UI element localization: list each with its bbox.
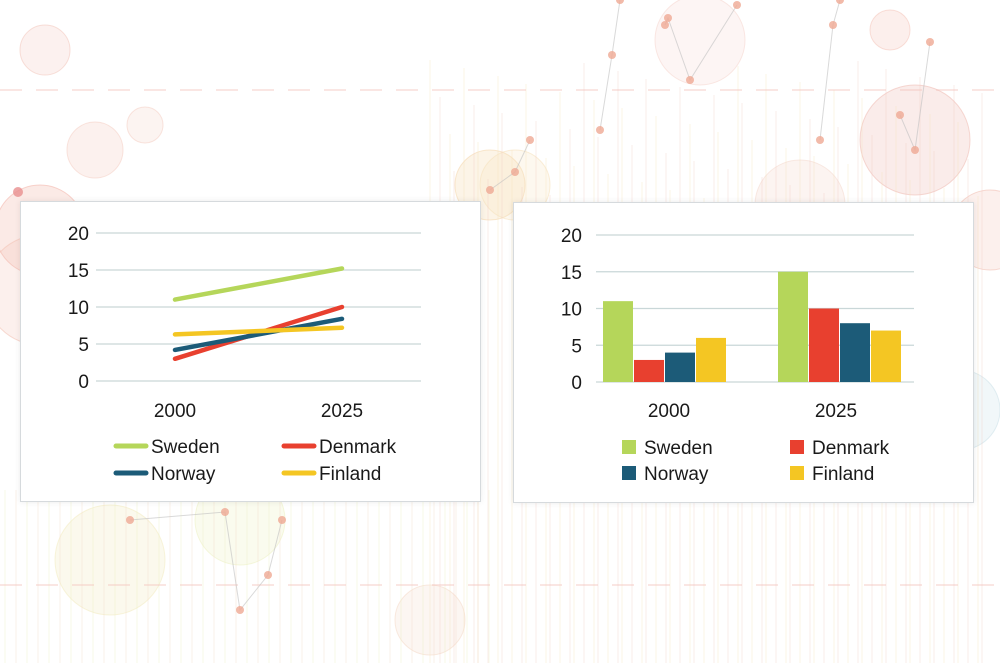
y-tick-label: 10 <box>68 298 89 319</box>
series-line-norway <box>172 316 345 353</box>
legend-label-norway: Norway <box>151 464 216 485</box>
background-network-line <box>819 0 841 141</box>
background-node <box>836 0 844 4</box>
background-node <box>511 168 519 176</box>
y-tick-label: 20 <box>561 226 582 247</box>
background-node <box>126 516 134 524</box>
bar-sweden-2000 <box>603 301 633 382</box>
legend-label-sweden: Sweden <box>151 437 220 458</box>
background-node <box>733 1 741 9</box>
legend-swatch-norway <box>622 466 636 480</box>
bar-sweden-2025 <box>778 271 808 382</box>
bar-chart-panel: 0 5 10 15 20 2000 2025 Sweden Denmark Norway Finla… <box>513 202 974 503</box>
background-bubble <box>66 121 124 179</box>
line-chart-panel: 0 5 10 15 20 2000 2025 Sweden Denmark Norway Finla… <box>20 201 481 502</box>
legend-label-denmark: Denmark <box>319 437 397 458</box>
background-bubble <box>126 106 164 144</box>
background-node <box>13 187 23 197</box>
x-tick-label: 2000 <box>154 401 196 422</box>
legend-label-denmark: Denmark <box>812 438 890 459</box>
bar-denmark-2025 <box>809 308 839 382</box>
background-node <box>896 111 904 119</box>
background-bubble <box>19 24 71 76</box>
y-tick-label: 5 <box>78 335 89 356</box>
background-node <box>596 126 604 134</box>
x-tick-label: 2000 <box>648 401 690 422</box>
line-chart: 0 5 10 15 20 2000 2025 Sweden Denmark Norway Finla… <box>68 224 421 485</box>
background-node <box>616 0 624 4</box>
background-node <box>926 38 934 46</box>
bar-norway-2000 <box>665 352 695 382</box>
legend-swatch-finland <box>790 466 804 480</box>
legend-swatch-denmark <box>790 440 804 454</box>
x-tick-label: 2025 <box>321 401 363 422</box>
y-tick-label: 15 <box>68 261 89 282</box>
bar-finland-2025 <box>871 330 901 382</box>
y-tick-label: 5 <box>571 336 582 357</box>
background-node <box>278 516 286 524</box>
y-tick-label: 0 <box>78 372 89 393</box>
legend-label-finland: Finland <box>319 464 381 485</box>
background-bubble <box>54 504 166 616</box>
background-node <box>608 51 616 59</box>
background-node <box>686 76 694 84</box>
background-node <box>661 21 669 29</box>
legend-label-norway: Norway <box>644 464 709 485</box>
y-tick-label: 10 <box>561 300 582 321</box>
bar-finland-2000 <box>696 337 726 382</box>
y-tick-label: 20 <box>68 224 89 245</box>
bar-denmark-2000 <box>634 359 664 382</box>
background-bubble <box>394 584 466 656</box>
background-bubble <box>869 9 911 51</box>
background-bubble <box>654 0 746 86</box>
background-network-line <box>599 0 621 131</box>
series-line-finland <box>172 325 345 337</box>
legend-swatch-sweden <box>622 440 636 454</box>
legend-label-finland: Finland <box>812 464 874 485</box>
background-node <box>911 146 919 154</box>
series-line-sweden <box>172 266 345 302</box>
background-node <box>221 508 229 516</box>
background-node <box>829 21 837 29</box>
background-node <box>526 136 534 144</box>
legend-label-sweden: Sweden <box>644 438 713 459</box>
background-node <box>264 571 272 579</box>
background-node <box>236 606 244 614</box>
background-bubble <box>859 84 971 196</box>
background-node <box>486 186 494 194</box>
bar-norway-2025 <box>840 323 870 382</box>
background-node <box>816 136 824 144</box>
y-tick-label: 0 <box>571 373 582 394</box>
bar-chart: 0 5 10 15 20 2000 2025 Sweden Denmark Norway Finla… <box>561 226 914 485</box>
x-tick-label: 2025 <box>815 401 857 422</box>
y-tick-label: 15 <box>561 263 582 284</box>
background-node <box>664 14 672 22</box>
